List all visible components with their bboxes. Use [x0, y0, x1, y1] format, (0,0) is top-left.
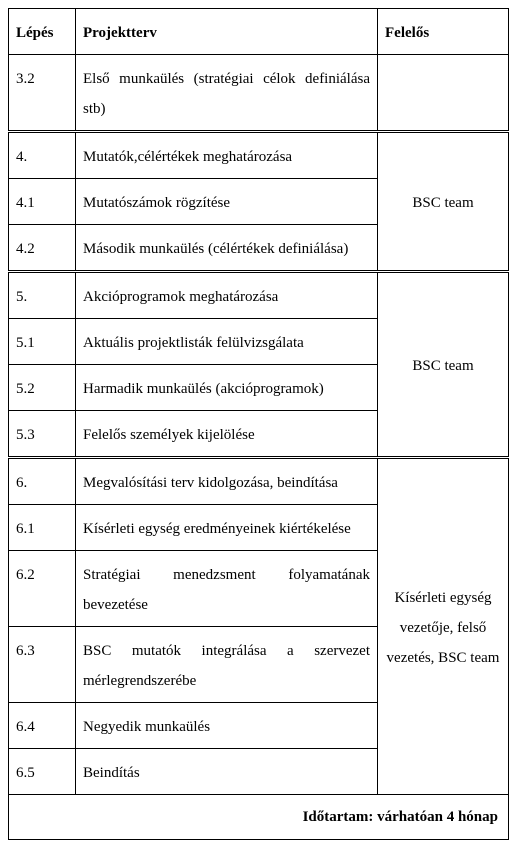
table-footer-row: Időtartam: várhatóan 4 hónap [9, 795, 509, 840]
cell-step: 6.1 [9, 505, 76, 551]
cell-plan: Kísérleti egység eredményeinek kiértékel… [76, 505, 378, 551]
cell-plan: Stratégiai menedzsment folyamatának beve… [76, 551, 378, 627]
cell-step: 4. [9, 132, 76, 179]
cell-plan: Felelős személyek kijelölése [76, 411, 378, 458]
cell-resp-empty [378, 55, 509, 132]
cell-resp: Kísérleti egység vezetője, felső vezetés… [378, 458, 509, 795]
table-row: 5. Akcióprogramok meghatározása BSC team [9, 272, 509, 319]
cell-step: 4.1 [9, 179, 76, 225]
cell-step: 5. [9, 272, 76, 319]
cell-plan: Negyedik munkaülés [76, 703, 378, 749]
cell-plan: Harmadik munkaülés (akcióprogramok) [76, 365, 378, 411]
cell-plan: BSC mutatók integrálása a szervezet mérl… [76, 627, 378, 703]
cell-step: 5.2 [9, 365, 76, 411]
table-row: 6. Megvalósítási terv kidolgozása, beind… [9, 458, 509, 505]
cell-plan: Aktuális projektlisták felülvizsgálata [76, 319, 378, 365]
cell-step: 6. [9, 458, 76, 505]
footer-duration: Időtartam: várhatóan 4 hónap [9, 795, 509, 840]
table-row: 4. Mutatók,célértékek meghatározása BSC … [9, 132, 509, 179]
project-plan-table: Lépés Projektterv Felelős 3.2 Első munka… [8, 8, 509, 840]
col-header-plan: Projektterv [76, 9, 378, 55]
cell-resp: BSC team [378, 132, 509, 272]
col-header-resp: Felelős [378, 9, 509, 55]
cell-step: 6.5 [9, 749, 76, 795]
cell-step: 6.4 [9, 703, 76, 749]
table-row: 3.2 Első munkaülés (stratégiai célok def… [9, 55, 509, 132]
cell-plan: Akcióprogramok meghatározása [76, 272, 378, 319]
col-header-step: Lépés [9, 9, 76, 55]
cell-step: 6.2 [9, 551, 76, 627]
cell-step: 4.2 [9, 225, 76, 272]
cell-plan: Mutatók,célértékek meghatározása [76, 132, 378, 179]
cell-step: 3.2 [9, 55, 76, 132]
cell-step: 6.3 [9, 627, 76, 703]
cell-plan: Megvalósítási terv kidolgozása, beindítá… [76, 458, 378, 505]
cell-plan: Mutatószámok rögzítése [76, 179, 378, 225]
cell-plan: Második munkaülés (célértékek definiálás… [76, 225, 378, 272]
cell-step: 5.3 [9, 411, 76, 458]
cell-step: 5.1 [9, 319, 76, 365]
cell-resp: BSC team [378, 272, 509, 458]
cell-plan: Beindítás [76, 749, 378, 795]
table-header-row: Lépés Projektterv Felelős [9, 9, 509, 55]
cell-plan: Első munkaülés (stratégiai célok definiá… [76, 55, 378, 132]
